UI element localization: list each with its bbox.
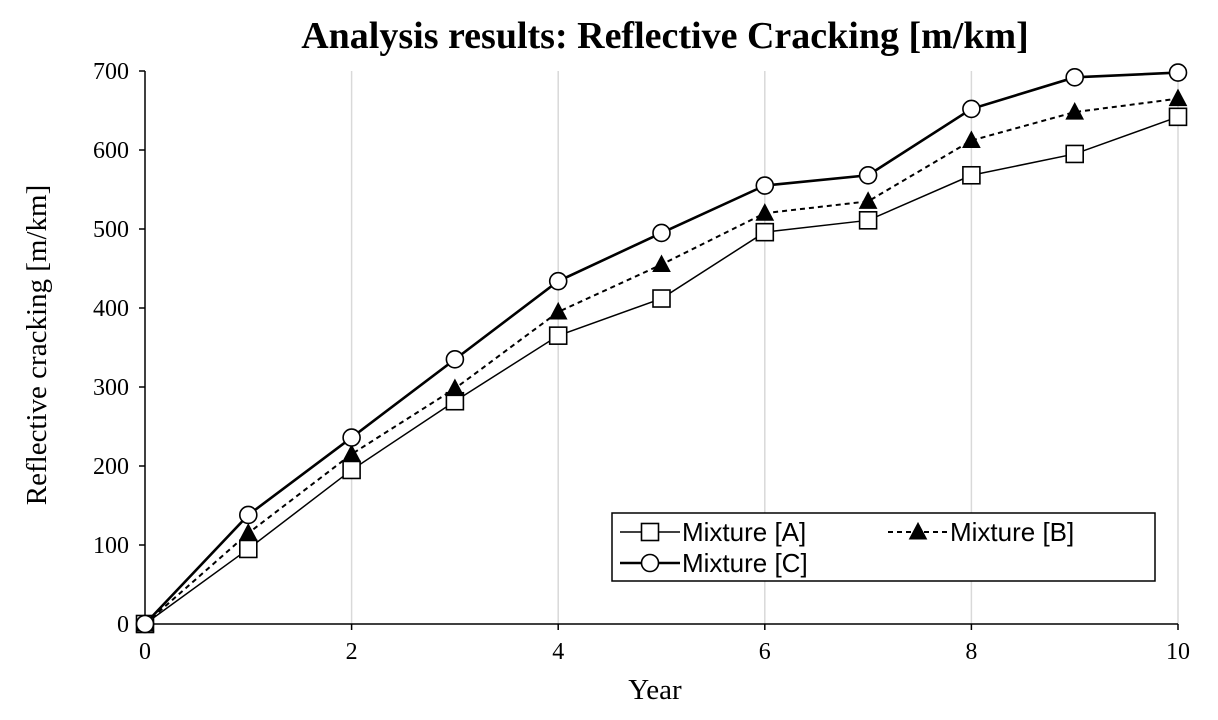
legend-label: Mixture [B] xyxy=(950,517,1074,547)
legend-entry: Mixture [A] xyxy=(620,517,806,547)
x-tick-label: 8 xyxy=(965,639,977,665)
legend-marker xyxy=(908,521,928,540)
legend-box xyxy=(611,512,1156,582)
y-tick-label: 400 xyxy=(93,296,129,322)
data-point xyxy=(1065,144,1084,164)
series-2 xyxy=(135,88,1188,632)
data-point xyxy=(239,505,258,525)
x-tick-label: 0 xyxy=(139,639,151,665)
data-point xyxy=(1065,102,1085,120)
legend: Mixture [A] Mixture [B] Mixture [C] xyxy=(611,512,1156,582)
data-point xyxy=(652,254,671,273)
data-point xyxy=(755,176,775,195)
y-axis-label: Reflective cracking [m/km] xyxy=(21,185,53,505)
data-point xyxy=(342,428,361,447)
chart-title: Analysis results: Reflective Cracking [m… xyxy=(301,15,1029,57)
x-axis-label: Year xyxy=(628,674,682,706)
data-point xyxy=(1168,88,1188,107)
data-point xyxy=(962,130,981,149)
data-point xyxy=(342,460,361,480)
y-tick-label: 700 xyxy=(93,59,129,85)
legend-entry: Mixture [B] xyxy=(888,517,1074,547)
data-point xyxy=(548,326,568,345)
legend-label: Mixture [A] xyxy=(682,517,806,547)
data-point xyxy=(858,165,878,185)
data-point xyxy=(755,222,775,242)
legend-marker xyxy=(640,522,660,542)
data-point xyxy=(342,444,361,462)
y-tick-label: 600 xyxy=(93,138,129,164)
series-3 xyxy=(135,63,1188,634)
data-point xyxy=(652,289,671,308)
data-point xyxy=(548,301,568,320)
data-point xyxy=(238,523,258,541)
x-tick-label: 6 xyxy=(759,639,771,665)
data-point xyxy=(755,203,775,221)
data-point xyxy=(239,539,258,559)
y-tick-label: 0 xyxy=(117,612,129,638)
data-point xyxy=(445,350,465,369)
legend-marker xyxy=(640,553,660,573)
axis-layer xyxy=(139,70,1179,630)
data-point xyxy=(1168,107,1188,127)
x-tick-label: 2 xyxy=(346,639,358,665)
series-layer xyxy=(135,63,1188,634)
data-point xyxy=(858,191,878,209)
y-tick-label: 500 xyxy=(93,217,129,243)
legend-label: Mixture [C] xyxy=(682,548,808,578)
data-point xyxy=(1065,68,1084,87)
x-tick-label: 4 xyxy=(552,639,564,665)
y-tick-label: 100 xyxy=(93,533,129,559)
tick-label-layer: 0 100 200 300 400 500 600 700 0 2 4 6 8 10 xyxy=(93,59,1190,665)
data-point xyxy=(652,223,671,243)
data-point xyxy=(135,614,155,634)
y-tick-label: 200 xyxy=(93,454,129,480)
data-point xyxy=(858,211,878,230)
data-point xyxy=(962,165,981,185)
data-point xyxy=(548,271,568,291)
data-point xyxy=(445,378,465,397)
data-point xyxy=(1168,63,1188,82)
data-point xyxy=(962,99,981,119)
x-tick-label: 10 xyxy=(1166,639,1190,665)
legend-entry: Mixture [C] xyxy=(620,548,808,578)
y-tick-label: 300 xyxy=(93,375,129,401)
